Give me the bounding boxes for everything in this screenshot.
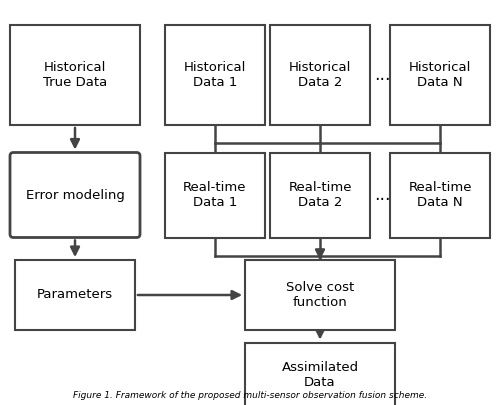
FancyBboxPatch shape: [165, 153, 265, 237]
Text: Historical
Data 1: Historical Data 1: [184, 61, 246, 89]
FancyBboxPatch shape: [10, 25, 140, 125]
FancyBboxPatch shape: [270, 25, 370, 125]
FancyBboxPatch shape: [10, 153, 140, 237]
FancyBboxPatch shape: [390, 153, 490, 237]
FancyBboxPatch shape: [270, 153, 370, 237]
Text: Error modeling: Error modeling: [26, 188, 124, 202]
Text: Parameters: Parameters: [37, 288, 113, 301]
Text: Assimilated
Data: Assimilated Data: [282, 361, 358, 389]
Text: Solve cost
function: Solve cost function: [286, 281, 354, 309]
Text: Figure 1. Framework of the proposed multi-sensor observation fusion scheme.: Figure 1. Framework of the proposed mult…: [73, 391, 427, 400]
Text: ...: ...: [374, 66, 390, 84]
Text: Historical
True Data: Historical True Data: [43, 61, 107, 89]
Text: Historical
Data 2: Historical Data 2: [289, 61, 351, 89]
Text: Real-time
Data 2: Real-time Data 2: [288, 181, 352, 209]
Text: Real-time
Data 1: Real-time Data 1: [183, 181, 247, 209]
FancyBboxPatch shape: [245, 343, 395, 405]
FancyBboxPatch shape: [390, 25, 490, 125]
FancyBboxPatch shape: [15, 260, 135, 330]
Text: Historical
Data N: Historical Data N: [409, 61, 471, 89]
FancyBboxPatch shape: [165, 25, 265, 125]
FancyBboxPatch shape: [245, 260, 395, 330]
Text: Real-time
Data N: Real-time Data N: [408, 181, 472, 209]
Text: ...: ...: [374, 186, 390, 204]
